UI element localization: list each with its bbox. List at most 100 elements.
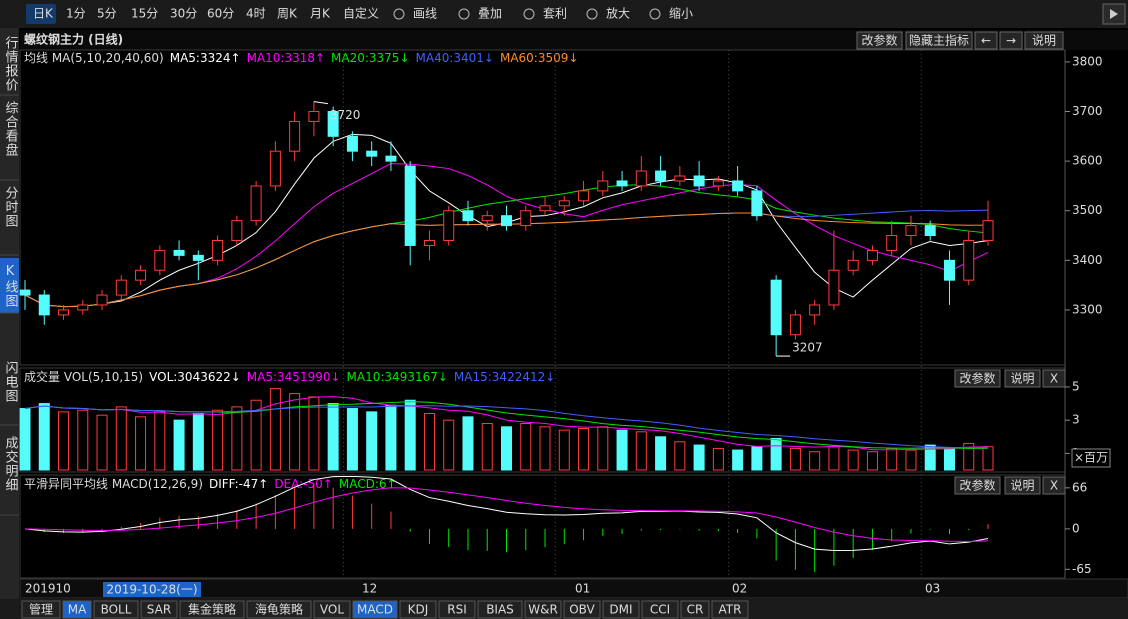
price-annotation: 3720 (330, 108, 361, 122)
button-label[interactable]: → (1006, 34, 1016, 48)
toolbar (0, 0, 1128, 28)
toolbar-item[interactable]: 4时 (246, 7, 266, 21)
button-label[interactable]: 说明 (1032, 33, 1056, 48)
button-label[interactable]: 改参数 (959, 371, 995, 386)
candle-body (712, 180, 724, 187)
candle-body (520, 210, 532, 227)
button[interactable] (1042, 476, 1066, 495)
bottom-tab-label[interactable]: DMI (609, 603, 632, 617)
side-tab[interactable]: 综合看盘 (3, 101, 19, 157)
button-label[interactable]: X (1050, 372, 1058, 386)
bottom-tab[interactable] (524, 600, 562, 619)
bottom-tab[interactable] (246, 600, 312, 619)
tool-icon (458, 8, 470, 20)
indicator-header: 均线 MA(5,10,20,40,60) MA5:3324↑ MA10:3318↑ M… (24, 51, 578, 65)
candle-body (366, 150, 378, 157)
bottom-tab[interactable] (641, 600, 679, 619)
bottom-tab[interactable] (563, 600, 601, 619)
bottom-tab-label[interactable]: MACD (357, 603, 393, 617)
bottom-tab[interactable] (602, 600, 640, 619)
button-label[interactable]: ← (981, 34, 991, 48)
bottom-tab-label[interactable]: 集金策略 (188, 602, 236, 617)
bottom-tab-label[interactable]: OBV (569, 603, 595, 617)
button[interactable] (905, 31, 973, 50)
bottom-tab-label[interactable]: ATR (719, 603, 742, 617)
bottom-tab[interactable] (62, 600, 92, 619)
toolbar-item[interactable]: 缩小 (669, 6, 693, 21)
button[interactable] (954, 369, 1001, 388)
button-label[interactable]: 隐藏主指标 (909, 33, 969, 48)
bottom-tab-label[interactable]: CR (687, 603, 704, 617)
button-label[interactable]: 说明 (1010, 371, 1034, 386)
toolbar-item[interactable]: 15分 (131, 7, 158, 21)
button[interactable] (1004, 369, 1041, 388)
unit-label: ×百万 (1074, 451, 1108, 465)
bottom-tab-label[interactable]: BOLL (101, 603, 132, 617)
button-label[interactable]: 说明 (1010, 478, 1034, 493)
bottom-tab-label[interactable]: 管理 (29, 602, 53, 617)
toolbar-item[interactable]: 套利 (543, 7, 567, 21)
button[interactable] (954, 476, 1001, 495)
button[interactable] (1042, 369, 1066, 388)
side-tab[interactable]: 闪电图 (3, 361, 18, 403)
active-side (0, 258, 19, 313)
bottom-tab-label[interactable]: W&R (528, 603, 558, 617)
side-tab[interactable]: K线图 (3, 264, 19, 308)
side-tab[interactable]: 行情报价 (3, 36, 19, 92)
bottom-tab[interactable] (711, 600, 749, 619)
button[interactable] (999, 31, 1023, 50)
candle-body (597, 180, 609, 192)
bottom-tab-label[interactable]: CCI (650, 603, 670, 617)
bottom-tab-label[interactable]: BIAS (486, 603, 514, 617)
toolbar-item[interactable]: 画线 (413, 7, 437, 21)
toolbar-item[interactable]: 自定义 (343, 6, 379, 21)
candle-body (173, 249, 185, 256)
toolbar-item[interactable]: 月K (310, 7, 331, 21)
bottom-tab[interactable] (438, 600, 476, 619)
bottom-tab-label[interactable]: 海龟策略 (255, 602, 303, 617)
header-item: DIFF:-47↑ (209, 477, 268, 491)
toolbar-item[interactable]: 周K (277, 7, 298, 21)
button[interactable] (1004, 476, 1041, 495)
candle-body (289, 120, 301, 152)
toolbar-item[interactable]: 60分 (207, 7, 234, 21)
nav-arrow (1110, 9, 1118, 19)
button[interactable] (1024, 31, 1064, 50)
bottom-tab[interactable] (21, 600, 61, 619)
tool-icon (393, 8, 405, 20)
toolbar-item[interactable]: 叠加 (478, 7, 502, 21)
bottom-tab-label[interactable]: SAR (147, 603, 171, 617)
toolbar-item[interactable]: 30分 (170, 7, 197, 21)
bottom-tab[interactable] (179, 600, 245, 619)
bottom-tab-label[interactable]: RSI (447, 603, 467, 617)
button[interactable] (974, 31, 998, 50)
bottom-tab[interactable] (93, 600, 139, 619)
bottom-tab[interactable] (352, 600, 398, 619)
header-item: MA5:3451990↓ (247, 370, 341, 384)
header-item: MA10:3493167↓ (347, 370, 448, 384)
bottom-tab[interactable] (399, 600, 437, 619)
volume-bar (732, 449, 744, 471)
button-label[interactable]: X (1050, 479, 1058, 493)
bottom-tab[interactable] (680, 600, 710, 619)
bottom-tab[interactable] (140, 600, 178, 619)
bottom-tab-label[interactable]: KDJ (408, 603, 429, 617)
bottom-tab[interactable] (313, 600, 351, 619)
bottom-tab-label[interactable]: MA (68, 603, 87, 617)
button-label[interactable]: 改参数 (959, 478, 995, 493)
bottom-tab-label[interactable]: VOL (320, 603, 344, 617)
bottom-tab[interactable] (477, 600, 523, 619)
side-tab[interactable]: 分时图 (3, 186, 19, 228)
toolbar-item[interactable]: 放大 (606, 6, 630, 21)
toolbar-item[interactable]: 5分 (97, 7, 117, 21)
button[interactable] (856, 31, 903, 50)
toolbar-item[interactable]: 1分 (66, 7, 86, 21)
volume-bar (943, 447, 955, 471)
side-tab[interactable]: 成交明细 (3, 436, 19, 492)
candle-body (462, 210, 474, 222)
button-label[interactable]: 改参数 (861, 33, 897, 48)
header-item: 平滑异同平均线 MACD(12,26,9) (24, 477, 203, 491)
toolbar-item[interactable]: 日K (33, 7, 54, 21)
dea-line (24, 487, 989, 542)
